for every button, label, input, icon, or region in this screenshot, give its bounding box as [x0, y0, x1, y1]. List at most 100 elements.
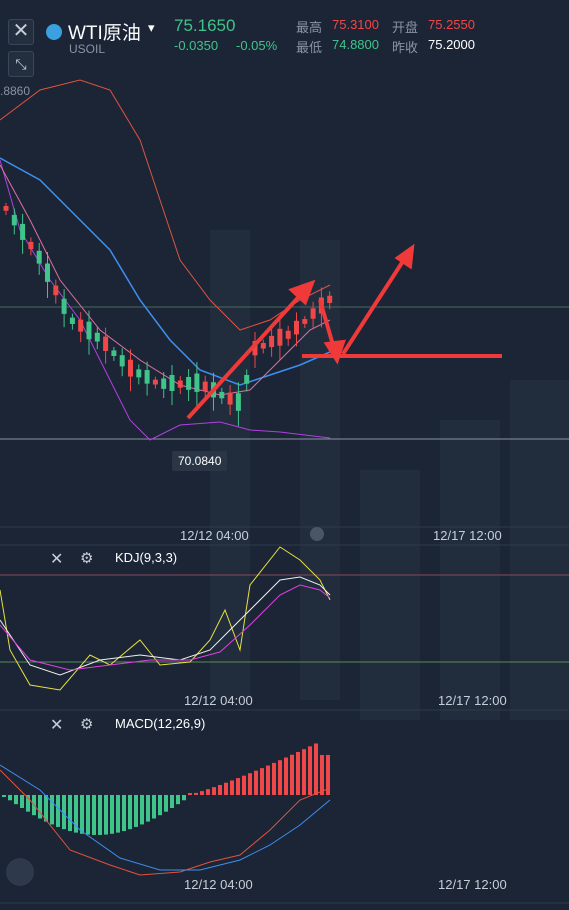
macd-bar — [134, 795, 138, 827]
candle-body — [277, 328, 283, 346]
settings-indicator[interactable]: ⚙ — [80, 550, 94, 567]
draw-tool[interactable] — [6, 858, 34, 886]
candle-body — [169, 375, 175, 391]
background-decoration — [210, 230, 569, 720]
axis-label: .8860 — [0, 84, 31, 98]
candle-body — [119, 355, 125, 367]
candle-body — [86, 321, 92, 340]
macd-bar — [158, 795, 162, 816]
change-pct: -0.05% — [236, 38, 278, 53]
macd-bar — [50, 795, 54, 825]
macd-bar — [44, 795, 48, 822]
macd-bar — [176, 795, 180, 805]
fullscreen-button[interactable]: ⤡ — [8, 51, 34, 77]
macd-bar — [110, 795, 114, 834]
candle-body — [285, 330, 291, 339]
macd-bar — [254, 770, 258, 795]
macd-bar — [236, 778, 240, 795]
time-label: 12/12 04:00 — [180, 528, 249, 543]
macd-bar — [230, 780, 234, 795]
macd-bar — [218, 784, 222, 795]
change: -0.0350 — [174, 38, 219, 53]
macd-bar — [8, 795, 12, 801]
candle-body — [111, 350, 117, 356]
symbol-name[interactable]: WTI原油 — [68, 23, 141, 44]
candle-body — [36, 250, 42, 264]
stat-label: 最低 — [296, 40, 323, 55]
candle-body — [327, 295, 333, 303]
time-label: 12/12 04:00 — [184, 693, 253, 708]
macd-bar — [128, 795, 132, 830]
candle-body — [219, 391, 225, 399]
macd-bar — [14, 795, 18, 805]
candle-body — [235, 393, 241, 411]
settings-indicator[interactable]: ⚙ — [80, 716, 94, 733]
candle-body — [294, 320, 299, 335]
macd-bar — [92, 795, 96, 835]
boll-upper — [0, 79, 331, 331]
symbol-icon — [46, 24, 62, 40]
macd-dea — [0, 764, 331, 871]
kdj-k — [0, 576, 331, 676]
kdj-title: KDJ(9,3,3) — [115, 550, 178, 565]
candle-body — [202, 381, 208, 392]
macd-bar — [116, 795, 120, 833]
macd-bar — [194, 792, 198, 795]
macd-bar — [278, 760, 282, 795]
stat-label: 开盘 — [392, 20, 419, 35]
macd-bar — [26, 795, 30, 812]
macd-bar — [38, 795, 42, 819]
close-indicator[interactable]: ✕ — [50, 551, 64, 568]
candle-body — [136, 369, 142, 378]
candle-body — [103, 336, 109, 351]
candle-body — [310, 308, 316, 319]
scroll-dot — [310, 527, 324, 541]
time-label: 12/12 04:00 — [184, 877, 253, 892]
candle-body — [269, 335, 275, 348]
boll-mid — [0, 157, 331, 386]
price: 75.1650 — [174, 16, 236, 35]
macd-bar — [188, 793, 192, 795]
macd-bar — [74, 795, 78, 833]
macd-bar — [104, 795, 108, 835]
macd-bar — [122, 795, 126, 832]
candle-body — [20, 223, 26, 240]
macd-bar — [200, 791, 204, 795]
candle-body — [11, 214, 17, 226]
candle-body — [302, 319, 308, 324]
candle-body — [177, 380, 183, 388]
low-marker: 70.0840 — [172, 451, 228, 471]
close-button[interactable]: ✕ — [8, 19, 34, 45]
macd-bar — [56, 795, 60, 827]
macd-bar — [62, 795, 66, 830]
macd-bar — [284, 757, 288, 795]
stat-value: 75.2000 — [428, 37, 475, 52]
macd-bar — [182, 795, 186, 801]
macd-bar — [164, 795, 168, 812]
macd-bar — [248, 773, 252, 795]
stat-label: 最高 — [296, 20, 323, 35]
macd-bar — [272, 762, 276, 795]
dropdown-caret[interactable]: ▾ — [148, 20, 155, 35]
candle-body — [45, 263, 50, 282]
candle-body — [227, 392, 233, 405]
macd-bar — [260, 768, 264, 795]
macd-bar — [242, 775, 246, 795]
close-indicator[interactable]: ✕ — [50, 717, 64, 734]
macd-bar — [302, 749, 306, 795]
macd-bar — [212, 787, 216, 795]
candle-body — [260, 342, 266, 349]
candle-body — [186, 377, 192, 390]
macd-bar — [290, 754, 294, 795]
macd-bar — [86, 795, 90, 835]
symbol-code: USOIL — [69, 42, 106, 56]
candle-body — [61, 298, 67, 314]
macd-bar — [320, 755, 324, 795]
macd-bar — [266, 765, 270, 795]
candle-body — [244, 374, 250, 384]
candle-body — [152, 379, 158, 385]
macd-bar — [140, 795, 144, 825]
stat-value: 75.3100 — [332, 17, 379, 32]
candles — [3, 203, 333, 427]
